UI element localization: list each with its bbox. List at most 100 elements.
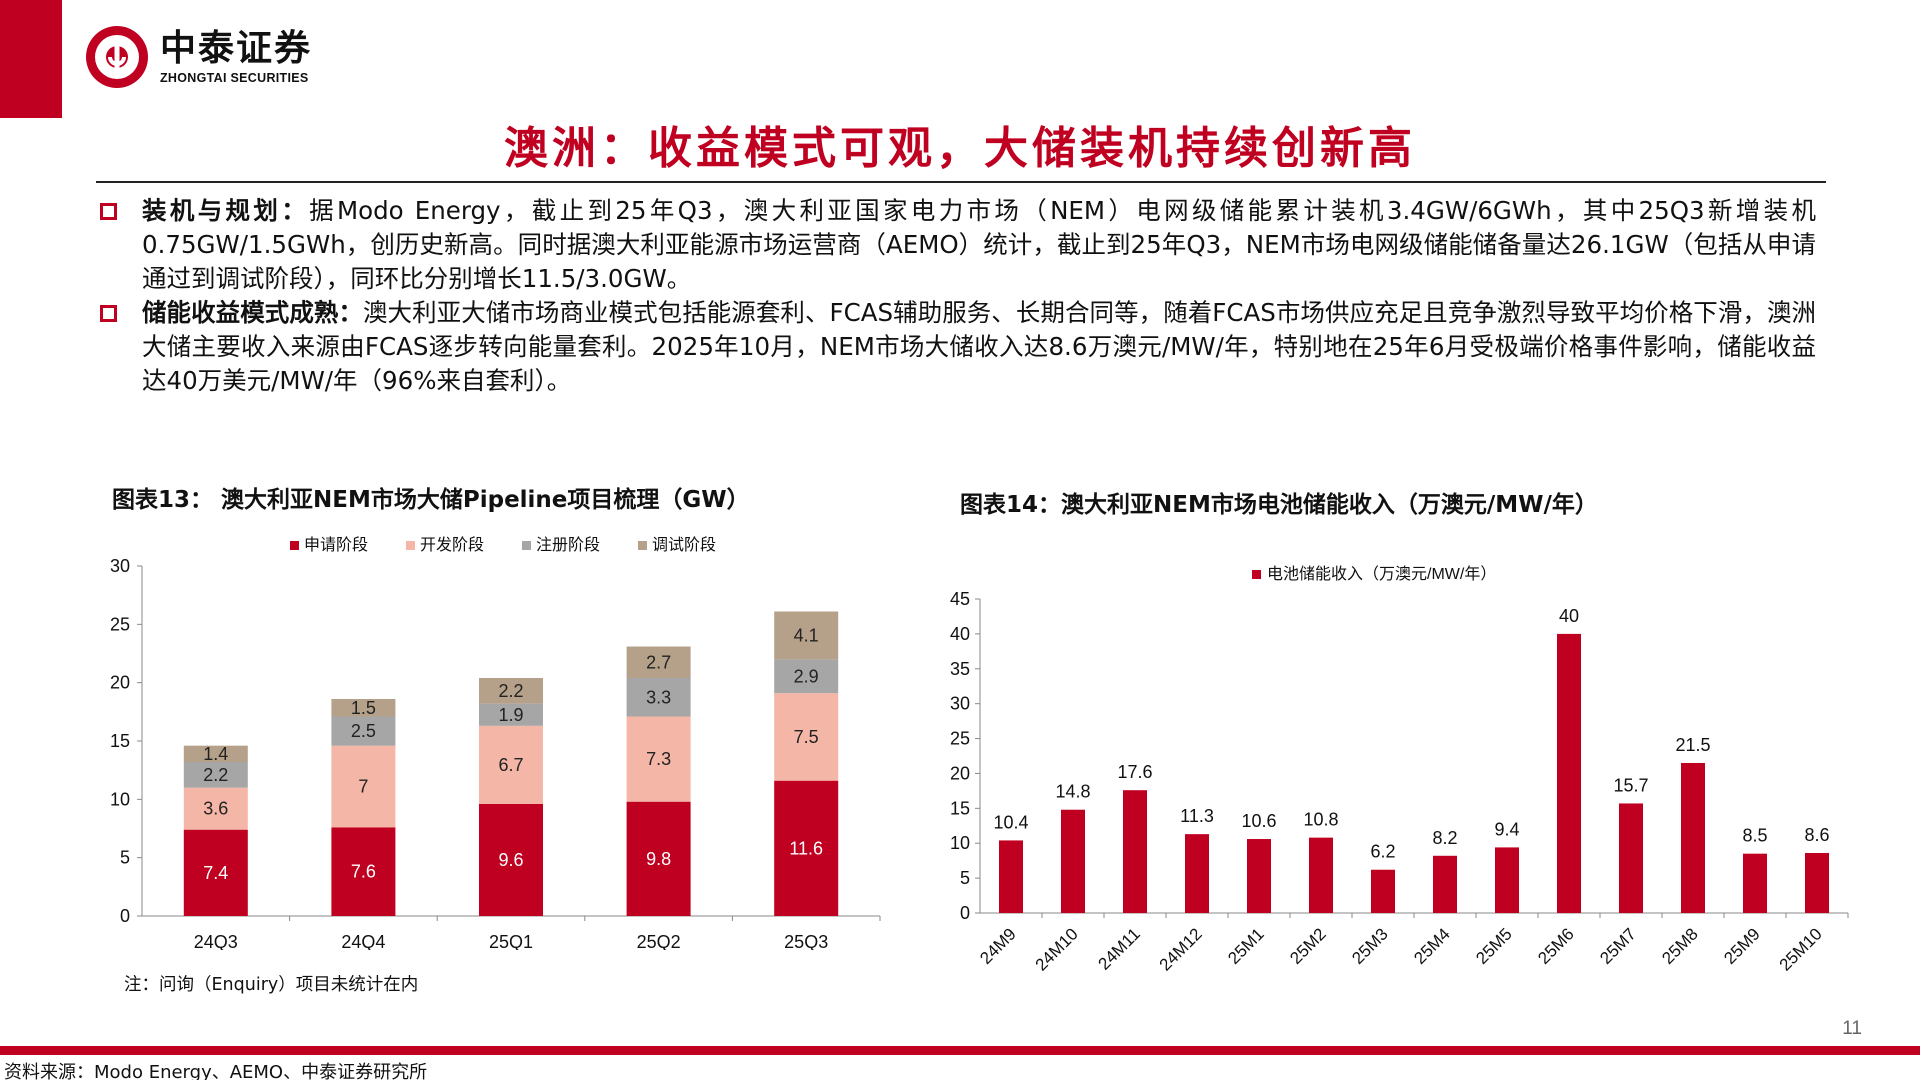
bar	[999, 840, 1023, 913]
legend-label: 申请阶段	[304, 536, 368, 554]
x-tick-label: 25M10	[1776, 924, 1826, 974]
y-tick-label: 40	[950, 624, 970, 644]
bar-segment	[479, 725, 543, 804]
x-tick-label: 24M11	[1095, 924, 1144, 973]
data-label: 1.9	[498, 705, 523, 725]
y-tick-label: 25	[950, 729, 970, 749]
data-label: 6.7	[498, 755, 523, 775]
bar-segment	[183, 787, 248, 830]
bar	[1619, 803, 1643, 913]
chart13-title: 图表13： 澳大利亚NEM市场大储Pipeline项目梳理（GW）	[112, 487, 750, 513]
bar-segment	[183, 829, 248, 916]
x-tick-label: 25M8	[1658, 924, 1702, 968]
bar	[1495, 847, 1519, 913]
legend-label: 开发阶段	[420, 536, 484, 554]
legend-swatch	[406, 541, 415, 550]
source-line: 资料来源：Modo Energy、AEMO、中泰证券研究所	[4, 1062, 428, 1080]
data-label: 8.6	[1804, 825, 1829, 845]
y-tick-label: 30	[950, 694, 970, 714]
x-tick-label: 24Q4	[341, 932, 385, 950]
footer-bar	[0, 1046, 1920, 1055]
data-label: 2.7	[646, 652, 671, 672]
y-tick-label: 10	[110, 789, 130, 809]
data-label: 6.2	[1370, 842, 1395, 862]
data-label: 2.2	[498, 681, 523, 701]
data-label: 40	[1559, 606, 1579, 626]
y-tick-label: 45	[950, 589, 970, 609]
title-divider	[96, 181, 1826, 183]
data-label: 7.3	[646, 749, 671, 769]
bullet-text: 据Modo Energy，截止到25年Q3，澳大利亚国家电力市场（NEM）电网级…	[142, 196, 1816, 293]
data-label: 10.4	[993, 812, 1028, 832]
data-label: 7.6	[351, 862, 376, 882]
data-label: 11.3	[1180, 806, 1214, 826]
bar	[1309, 837, 1333, 913]
data-label: 8.2	[1432, 828, 1457, 848]
y-tick-label: 20	[110, 673, 130, 693]
data-label: 14.8	[1055, 782, 1090, 802]
x-tick-label: 24M9	[976, 924, 1020, 968]
data-label: 4.1	[794, 625, 819, 645]
bar-segment	[774, 659, 839, 694]
bar-segment	[479, 804, 543, 916]
page-title: 澳洲：收益模式可观，大储装机持续创新高	[504, 123, 1416, 174]
chart-note: 注：问询（Enquiry）项目未统计在内	[124, 975, 419, 995]
bar-segment	[774, 611, 839, 660]
x-tick-label: 25M1	[1224, 924, 1268, 968]
y-tick-label: 25	[110, 614, 130, 634]
bar-segment	[774, 693, 839, 781]
data-label: 7.4	[203, 863, 228, 883]
x-tick-label: 25M9	[1720, 924, 1764, 968]
data-label: 2.5	[351, 721, 376, 741]
x-tick-label: 25Q3	[784, 932, 828, 950]
bar-segment	[626, 801, 691, 916]
y-tick-label: 0	[120, 906, 130, 926]
bar-segment	[183, 762, 248, 788]
bar-segment	[183, 745, 248, 762]
data-label: 1.5	[351, 698, 376, 718]
brand-name-cn: 中泰证券	[160, 28, 313, 69]
bar-segment	[331, 699, 396, 717]
x-tick-label: 25M4	[1410, 924, 1454, 968]
y-tick-label: 5	[120, 848, 130, 868]
brand-name-en: ZHONGTAI SECURITIES	[160, 71, 309, 85]
bar	[1557, 633, 1581, 913]
x-tick-label: 25Q2	[637, 932, 681, 950]
y-tick-label: 5	[960, 868, 970, 888]
data-label: 2.2	[203, 765, 228, 785]
bar	[1805, 852, 1829, 913]
x-tick-label: 25M2	[1286, 924, 1330, 968]
bar-segment	[626, 646, 691, 678]
bar-segment	[479, 678, 543, 704]
bullet-installation: 装机与规划：据Modo Energy，截止到25年Q3，澳大利亚国家电力市场（N…	[100, 194, 1816, 296]
y-tick-label: 20	[950, 763, 970, 783]
x-tick-label: 25M6	[1534, 924, 1578, 968]
bar	[1185, 834, 1209, 913]
y-tick-label: 0	[960, 903, 970, 923]
bar-segment	[479, 703, 543, 726]
y-tick-label: 30	[110, 556, 130, 576]
legend-swatch	[522, 541, 531, 550]
legend-swatch	[1252, 570, 1261, 579]
x-tick-label: 25M5	[1472, 924, 1516, 968]
bullet-text: 澳大利亚大储市场商业模式包括能源套利、FCAS辅助服务、长期合同等，随着FCAS…	[142, 298, 1816, 395]
company-logo: 中泰证券 ZHONGTAI SECURITIES	[84, 24, 312, 90]
x-tick-label: 24Q3	[194, 932, 238, 950]
bar	[1061, 809, 1085, 913]
chart14-title: 图表14：澳大利亚NEM市场电池储能收入（万澳元/MW/年）	[960, 492, 1598, 518]
bullet-revenue-model: 储能收益模式成熟：澳大利亚大储市场商业模式包括能源套利、FCAS辅助服务、长期合…	[100, 296, 1816, 398]
y-tick-label: 35	[950, 659, 970, 679]
bar-segment	[331, 827, 396, 916]
revenue-bar-chart: 0 5 10 15 20 25 30 35 40 45 10.4 24M9 14.8 24M10 17.6 2…	[950, 565, 1849, 975]
data-label: 9.4	[1494, 819, 1519, 839]
y-tick-label: 10	[950, 833, 970, 853]
data-label: 15.7	[1613, 775, 1648, 795]
legend-swatch	[290, 541, 299, 550]
bar	[1123, 790, 1147, 913]
data-label: 2.9	[794, 666, 819, 686]
legend-label: 调试阶段	[652, 536, 716, 554]
bullet-heading: 储能收益模式成熟：	[142, 298, 363, 327]
page-number: 11	[1842, 1018, 1862, 1039]
data-label: 3.3	[646, 687, 671, 707]
data-label: 3.6	[203, 799, 228, 819]
